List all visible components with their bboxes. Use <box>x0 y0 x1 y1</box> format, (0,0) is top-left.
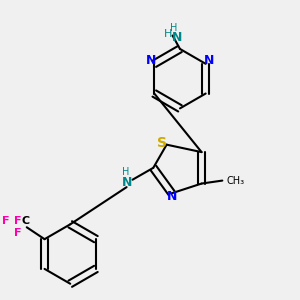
Text: H: H <box>164 29 172 39</box>
Text: F: F <box>14 216 22 226</box>
Text: N: N <box>167 190 177 203</box>
Text: S: S <box>157 136 167 150</box>
Text: N: N <box>122 176 132 189</box>
Text: F: F <box>14 228 22 238</box>
Text: F: F <box>2 216 10 226</box>
Text: N: N <box>146 54 157 67</box>
Text: H: H <box>122 167 130 177</box>
Text: N: N <box>172 31 182 44</box>
Text: CH₃: CH₃ <box>227 176 245 186</box>
Text: N: N <box>203 54 214 67</box>
Text: H: H <box>170 23 178 33</box>
Text: C: C <box>21 216 29 226</box>
